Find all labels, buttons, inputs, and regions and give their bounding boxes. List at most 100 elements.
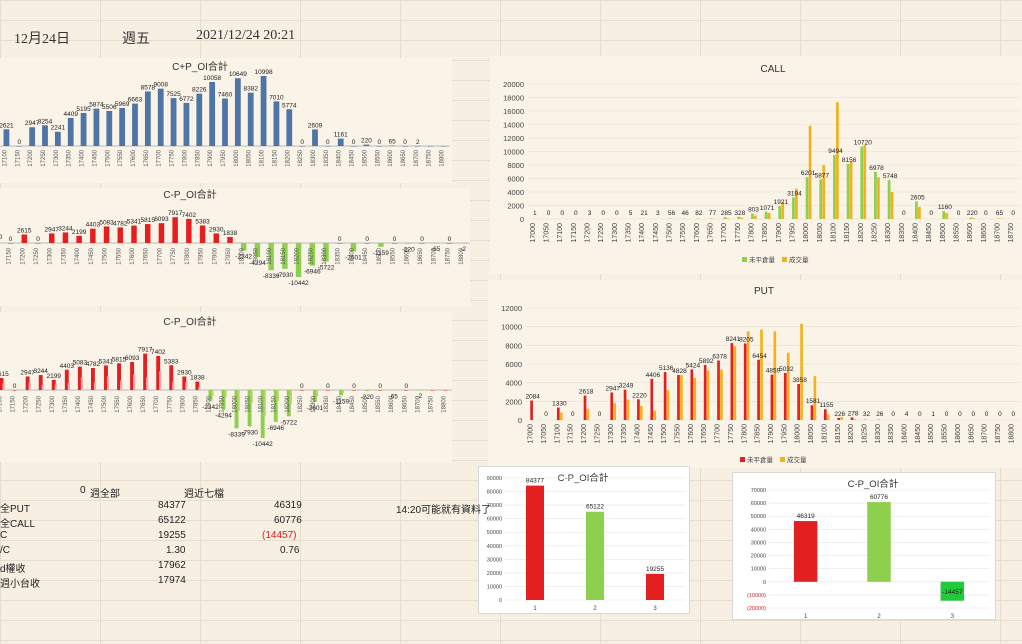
tick-label: 18300 — [885, 223, 892, 243]
bar — [754, 215, 757, 219]
data-label: 3194 — [787, 190, 802, 197]
bar — [131, 225, 137, 243]
data-label: 10720 — [854, 140, 872, 147]
tick-label: 17200 — [581, 424, 588, 444]
tick-label: 18500 — [377, 247, 383, 264]
bar — [90, 368, 95, 390]
tick-label: 17450 — [89, 247, 95, 264]
bar — [144, 91, 151, 146]
data-note: 14:20可能就有資料了 — [396, 505, 492, 516]
bar-overlay — [120, 380, 123, 390]
data-label: 1921 — [774, 199, 789, 206]
tick-label: 17250 — [598, 223, 605, 243]
legend-swatch — [740, 457, 745, 462]
chart-cp-diff-2[interactable]: C-P_OI合計 2615 17100 0 17150 2947 17200 3244 1725… — [0, 312, 452, 462]
tick-label: 18350 — [336, 247, 342, 264]
tick-label: 17950 — [226, 247, 232, 264]
tick-label: 18450 — [926, 223, 933, 243]
bar — [850, 417, 854, 420]
tick-label: 18300 — [311, 395, 317, 412]
tick-label: 18100 — [259, 395, 265, 412]
data-label: 7402 — [182, 212, 197, 219]
chart-title: PUT — [754, 286, 774, 297]
tick-label: 18550 — [375, 149, 381, 166]
tick-label: 17000 — [530, 223, 537, 243]
data-label: 2 — [416, 139, 420, 146]
bar-overlay — [198, 387, 201, 390]
tick-label: 18500 — [928, 424, 935, 444]
tick-label: 17900 — [208, 149, 214, 166]
chart-cp-diff-2-svg: C-P_OI合計 2615 17100 0 17150 2947 17200 3244 1725… — [0, 315, 452, 448]
data-label: 278 — [848, 410, 859, 417]
row-v1: 19255 — [158, 530, 186, 541]
chart-cp-diff-1[interactable]: C-P_OI合計63017100017150261517200017250294… — [0, 188, 470, 306]
bar — [822, 165, 826, 219]
legend-label: 未平倉量 — [749, 255, 776, 264]
bar — [156, 355, 161, 390]
tick-label: 18800 — [459, 247, 465, 264]
tick-label: 3 — [653, 606, 657, 612]
row-label: C — [0, 530, 8, 541]
data-label: 56 — [668, 210, 676, 217]
bar — [824, 409, 827, 420]
tick-label: 17350 — [67, 149, 73, 166]
y-tick-label: 16000 — [503, 107, 524, 116]
data-label: 0 — [918, 411, 922, 418]
data-label: 285 — [721, 210, 732, 217]
bar — [389, 145, 396, 147]
chart-cp-sum[interactable]: C+P_OI合計 2621 17100 0 17150 2947 17200 3254 1725… — [0, 58, 452, 183]
bar — [144, 224, 151, 243]
tick-label: 18250 — [298, 395, 304, 412]
data-label: 4828 — [672, 368, 687, 375]
bar — [405, 243, 412, 244]
data-label: 5748 — [883, 173, 898, 180]
data-label: 0 — [365, 236, 369, 243]
data-label: 2947 — [25, 120, 40, 127]
bar — [797, 383, 800, 420]
chart-sum-weekall[interactable]: C-P_OI合計 0 10000 20000 30000 40000 50000 60000 7… — [478, 466, 690, 614]
bar — [169, 365, 174, 390]
chart-sum-near7[interactable]: C-P_OI合計 (20000) (10000) 0 10000 20000 30000 40… — [732, 472, 996, 620]
chart-cp-sum-svg: C+P_OI合計 2621 17100 0 17150 2947 17200 3254 1725… — [0, 60, 450, 167]
tick-label: 18200 — [295, 247, 301, 264]
bar — [840, 417, 843, 420]
tick-label: 17650 — [141, 395, 147, 412]
tick-label: 17800 — [180, 395, 186, 412]
data-label: -4294 — [249, 260, 266, 267]
chart-call[interactable]: CALL 0 2000 4000 6000 8000 10000 12000 14000 1600… — [490, 56, 1022, 274]
tick-label: 17150 — [7, 247, 13, 264]
bar — [29, 127, 36, 146]
y-tick-label: 40000 — [751, 527, 766, 533]
y-tick-label: 50000 — [487, 530, 502, 536]
tick-label: 17750 — [170, 149, 176, 166]
bar — [837, 417, 841, 420]
data-label: 5877 — [815, 172, 830, 179]
tick-label: 18650 — [401, 149, 407, 166]
data-label: -2601 — [307, 405, 324, 412]
bar — [559, 412, 563, 420]
bar — [339, 390, 343, 396]
bar — [680, 375, 683, 420]
bar — [363, 144, 370, 146]
data-label: -10442 — [288, 280, 309, 287]
y-tick-label: 0 — [763, 580, 766, 586]
tick-label: 18050 — [246, 395, 252, 412]
tick-label: 17850 — [199, 247, 205, 264]
data-label: 21 — [641, 210, 649, 217]
y-tick-label: 2000 — [507, 202, 524, 211]
bar — [25, 376, 30, 390]
bar — [402, 146, 408, 147]
bar — [378, 390, 383, 391]
data-label: 4403 — [86, 222, 101, 229]
row-label: 全PUT — [0, 504, 30, 515]
tick-label: 18500 — [362, 149, 368, 166]
tick-label: 17300 — [608, 424, 615, 444]
data-label: 5083 — [99, 219, 114, 226]
bar — [35, 243, 41, 244]
tick-label: 18000 — [240, 247, 246, 264]
bar — [419, 243, 425, 244]
header-datetime: 2021/12/24 20:21 — [196, 28, 296, 43]
tick-label: 18700 — [982, 424, 989, 444]
chart-put[interactable]: PUT 0 2000 4000 6000 8000 10000 12000 2084 17000 0… — [488, 280, 1022, 468]
y-tick-label: 2000 — [505, 397, 522, 406]
